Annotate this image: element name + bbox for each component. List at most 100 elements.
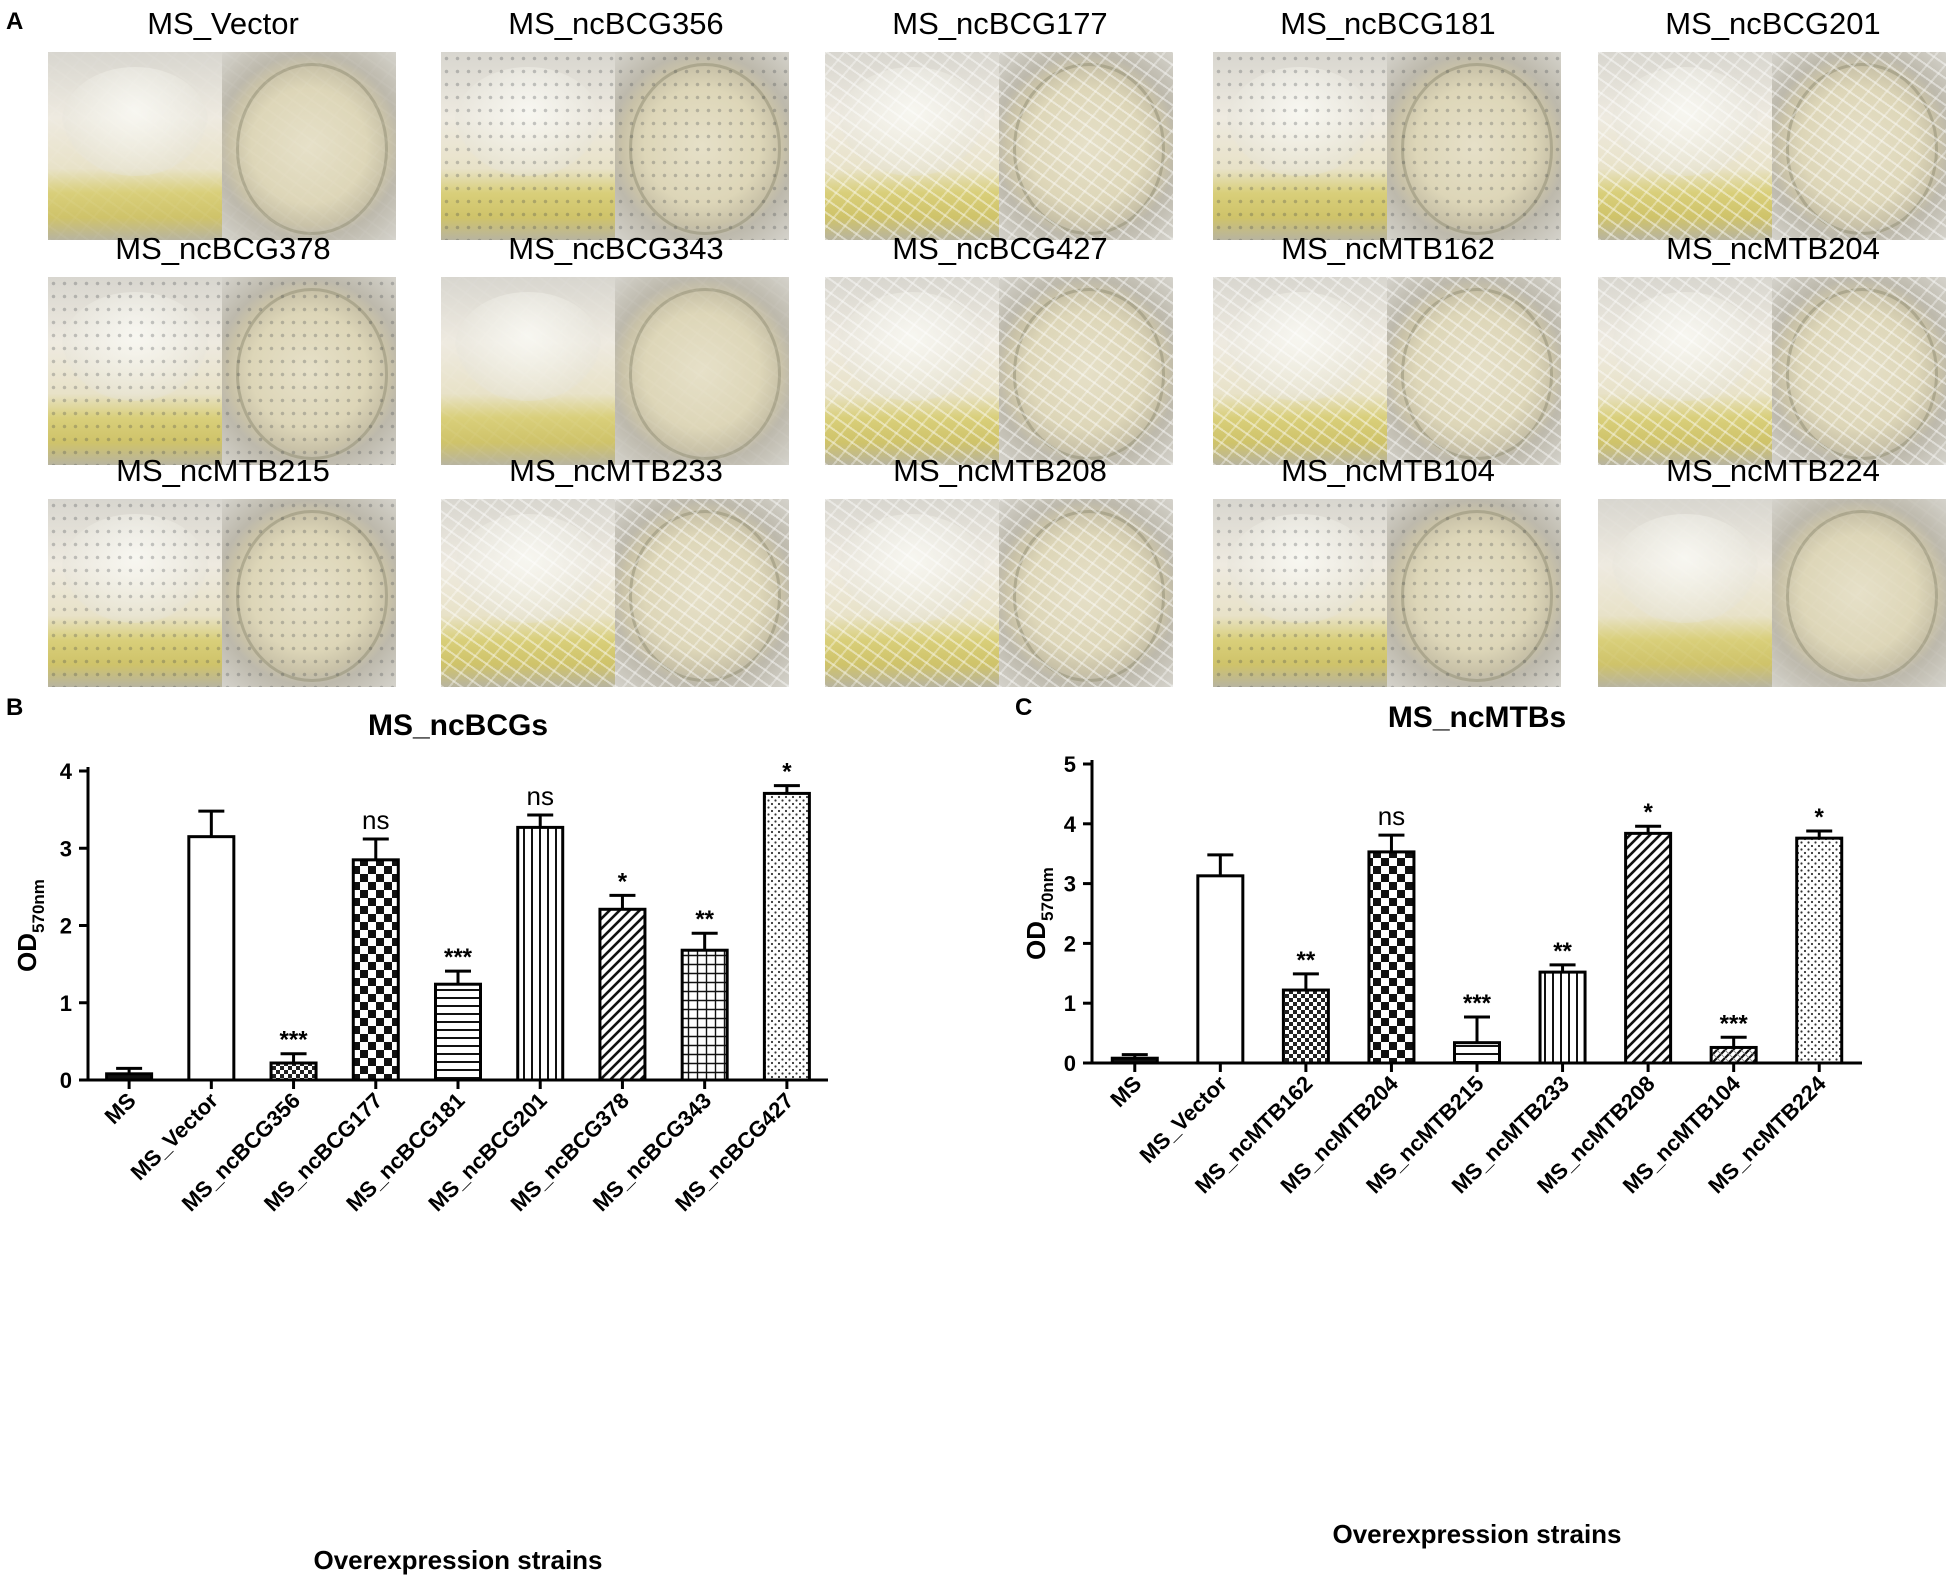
x-tick-label: MS [1105,1071,1146,1112]
pellicle-side-view [1598,277,1772,465]
pellicle-photo-pair [825,277,1173,465]
y-tick-label: 4 [60,759,73,784]
significance-label: *** [1720,1010,1749,1037]
pellicle-photo-pair [825,52,1173,240]
pellicle-photo-pair [48,499,396,687]
significance-label: * [1643,799,1653,826]
significance-label: * [782,759,792,786]
y-tick-label: 5 [1064,752,1076,777]
x-axis-label: Overexpression strains [1332,1519,1621,1549]
y-tick-label: 1 [60,991,72,1016]
pellicle-top-view [222,277,396,465]
significance-label: *** [1463,990,1492,1017]
pellicle-side-view [1598,52,1772,240]
pellicle-top-view [222,499,396,687]
bar [187,835,236,1082]
x-axis-label: Overexpression strains [313,1545,602,1575]
pellicle-photo-pair [1598,499,1946,687]
photo-label: MS_ncMTB215 [116,453,330,488]
pellicle-photo-pair [1598,277,1946,465]
chart-ncmtbs: MS_ncMTBsOD570nm012345MSMS_Vector**MS_nc… [1021,701,1862,1549]
bar [269,1061,318,1082]
photo-label: MS_ncBCG181 [1280,6,1496,41]
bar [680,948,729,1082]
pellicle-top-view [999,52,1173,240]
bar [598,907,647,1082]
pellicle-side-view [1213,277,1387,465]
photo-label: MS_Vector [147,6,299,41]
bar [1538,970,1587,1065]
photo-label: MS_ncBCG177 [892,6,1108,41]
pellicle-side-view [48,52,222,240]
pellicle-side-view [825,499,999,687]
photo-label: MS_ncBCG356 [508,6,724,41]
y-tick-label: 4 [1064,812,1077,837]
bar [105,1072,154,1082]
pellicle-photo-pair [1213,52,1561,240]
bar [434,982,482,1082]
panel-label-a: A [6,8,24,35]
pellicle-photo-pair [825,499,1173,687]
pellicle-top-view [1387,52,1561,240]
pellicle-side-view [441,52,615,240]
pellicle-top-view [1772,52,1946,240]
panel-label-b: B [6,694,24,721]
bar [1281,988,1330,1065]
photo-label: MS_ncMTB104 [1281,453,1495,488]
pellicle-side-view [1213,52,1387,240]
y-tick-label: 2 [1064,931,1076,956]
pellicle-photo-pair [441,499,789,687]
pellicle-photo-pair [441,277,789,465]
pellicle-side-view [1598,499,1772,687]
x-tick-label: MS [100,1088,141,1129]
pellicle-side-view [441,277,615,465]
photo-label: MS_ncBCG201 [1665,6,1881,41]
pellicle-photo-pair [1213,277,1561,465]
bar [762,791,811,1082]
pellicle-top-view [999,499,1173,687]
y-tick-label: 2 [60,914,72,939]
y-tick-label: 1 [1064,991,1076,1016]
y-axis-label: OD570nm [12,879,48,972]
significance-label: * [618,868,628,895]
y-axis-label: OD570nm [1021,867,1057,960]
photo-label: MS_ncBCG343 [508,231,724,266]
significance-label: ** [1553,938,1572,965]
y-tick-label: 3 [1064,872,1076,897]
chart-title: MS_ncBCGs [368,709,548,742]
chart-title: MS_ncMTBs [1388,701,1566,734]
pellicle-top-view [1387,277,1561,465]
bar [1795,836,1844,1065]
significance-label: ns [1378,801,1405,831]
photo-label: MS_ncMTB224 [1666,453,1880,488]
significance-label: *** [444,944,473,971]
pellicle-side-view [825,277,999,465]
significance-label: ** [695,906,714,933]
bar [1624,831,1673,1065]
bar [516,825,565,1082]
significance-label: ns [526,781,553,811]
significance-label: ns [362,805,389,835]
pellicle-side-view [48,277,222,465]
y-tick-label: 0 [1064,1051,1076,1076]
pellicle-top-view [999,277,1173,465]
y-tick-label: 3 [60,836,72,861]
y-tick-label: 0 [60,1068,72,1093]
bar [1110,1056,1159,1065]
photo-label: MS_ncMTB233 [509,453,723,488]
pellicle-top-view [1387,499,1561,687]
pellicle-top-view [615,52,789,240]
bar [1196,874,1245,1065]
pellicle-top-view [1772,499,1946,687]
pellicle-top-view [222,52,396,240]
pellicle-top-view [615,277,789,465]
pellicle-side-view [48,499,222,687]
photo-label: MS_ncBCG427 [892,231,1108,266]
pellicle-photo-pair [48,52,396,240]
panel-label-c: C [1015,694,1033,721]
pellicle-side-view [1213,499,1387,687]
significance-label: ** [1297,947,1316,974]
photo-label: MS_ncMTB204 [1666,231,1880,266]
photo-label: MS_ncBCG378 [115,231,331,266]
photo-label: MS_ncMTB208 [893,453,1107,488]
